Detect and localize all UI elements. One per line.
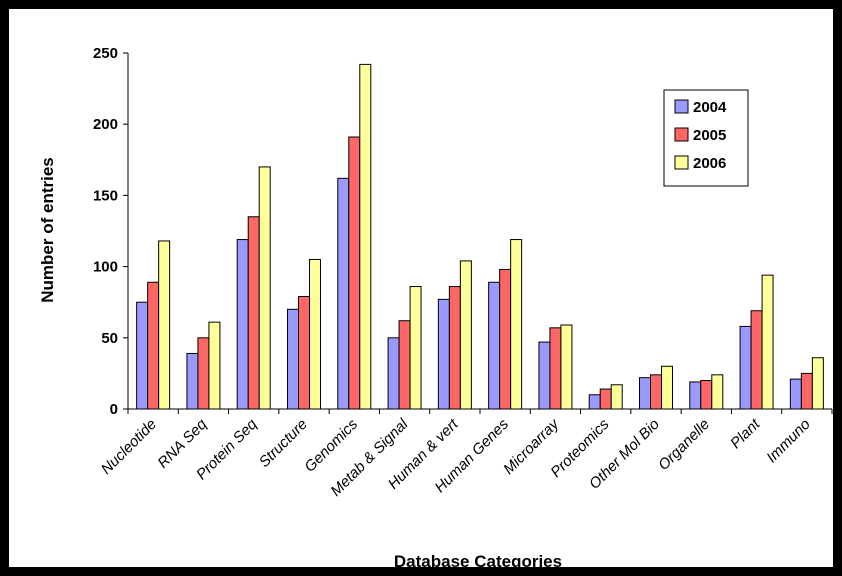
bar-2004-8	[538, 341, 551, 410]
bar-2004-3	[287, 308, 299, 410]
bar-2005-6	[448, 286, 461, 410]
bar-2004-9	[588, 394, 601, 410]
legend-swatch-2006	[674, 155, 689, 170]
legend-label-2004: 2004	[693, 99, 727, 116]
bar-2006-8	[560, 324, 573, 410]
bar-2006-1	[208, 321, 221, 410]
legend-label-2006: 2006	[693, 155, 726, 172]
x-axis-title: Database Categories	[394, 552, 562, 571]
bar-2006-13	[811, 357, 824, 410]
bar-2005-1	[197, 337, 210, 410]
bar-2004-11	[689, 381, 702, 410]
bar-2005-5	[398, 320, 411, 410]
bar-2006-2	[258, 166, 271, 410]
legend-swatch-2005	[674, 127, 689, 142]
bars-group	[136, 63, 824, 410]
bar-2004-6	[437, 298, 450, 410]
y-tick-label: 150	[93, 187, 118, 204]
bar-2004-10	[639, 377, 651, 410]
bar-2004-0	[136, 301, 149, 410]
bar-2006-10	[661, 365, 673, 410]
y-ticks-group: 0 50 100 150 200 250	[93, 45, 128, 418]
y-tick-label: 250	[93, 45, 118, 62]
bar-2005-8	[549, 327, 562, 410]
bar-2005-0	[147, 281, 160, 410]
x-tick-label: Immuno	[763, 416, 813, 466]
x-tick-label: Organelle	[655, 416, 713, 474]
bar-2005-9	[599, 388, 612, 410]
bar-2005-12	[750, 310, 763, 410]
bar-2006-6	[459, 260, 472, 410]
bar-2004-1	[186, 352, 199, 410]
y-tick-label: 100	[93, 259, 118, 276]
bar-2006-11	[711, 374, 724, 410]
y-tick-label: 200	[93, 116, 118, 133]
legend: 2004 2005 2006	[663, 89, 749, 187]
bar-2004-4	[337, 177, 350, 410]
bar-2006-0	[158, 240, 171, 410]
bar-2005-7	[499, 268, 512, 410]
bar-2006-3	[309, 258, 321, 410]
y-axis-title: Number of entries	[38, 157, 57, 302]
bar-2004-7	[488, 281, 501, 410]
bar-2005-4	[348, 136, 361, 410]
x-tick-label: Nucleotide	[98, 416, 160, 478]
bar-2006-4	[359, 63, 372, 410]
y-tick-label: 0	[110, 401, 118, 418]
bar-2005-3	[298, 296, 310, 410]
bar-2005-2	[247, 216, 260, 410]
legend-label-2005: 2005	[693, 127, 726, 144]
bar-2004-13	[789, 378, 802, 410]
bar-2005-13	[800, 372, 813, 410]
legend-swatch-2004	[674, 99, 689, 114]
bar-2005-10	[650, 374, 662, 410]
bar-2004-5	[387, 337, 400, 410]
bar-2006-5	[409, 286, 422, 410]
axes-group	[127, 53, 833, 414]
bar-2004-12	[739, 325, 752, 410]
bar-2004-2	[236, 239, 249, 410]
bar-2006-12	[761, 274, 774, 410]
x-tick-label: Plant	[727, 415, 764, 452]
bar-2006-9	[610, 384, 623, 410]
bar-2005-11	[700, 380, 713, 410]
y-tick-label: 50	[101, 330, 118, 347]
bar-2006-7	[510, 239, 523, 410]
